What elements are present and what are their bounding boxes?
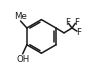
Text: F: F (65, 18, 70, 27)
Text: Me: Me (14, 12, 27, 21)
Text: OH: OH (16, 55, 30, 64)
Text: F: F (74, 18, 79, 27)
Text: F: F (76, 28, 81, 37)
